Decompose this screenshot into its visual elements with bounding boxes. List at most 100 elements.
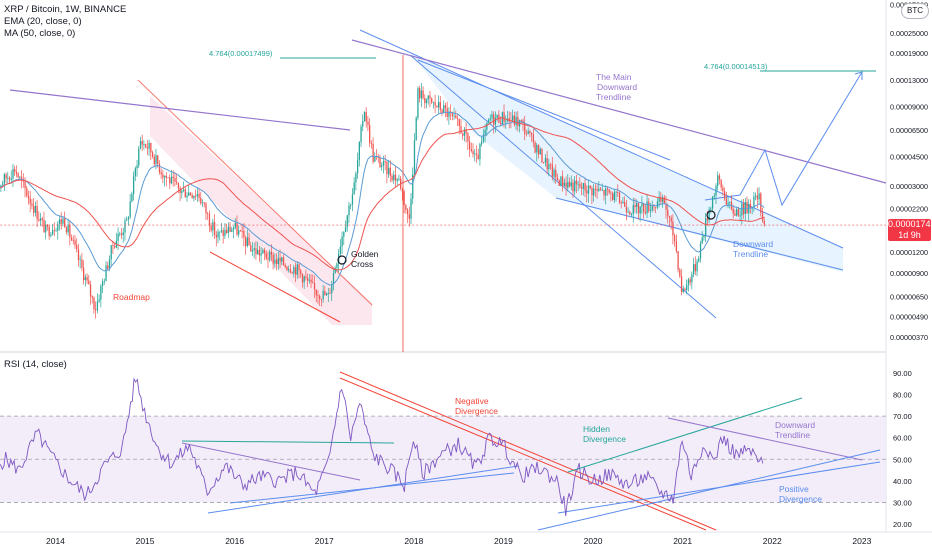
candle-body (701, 237, 703, 244)
candle-body (565, 182, 567, 188)
candle-body (455, 115, 457, 119)
price-tick-2: 0.00019000 (890, 49, 928, 58)
candle-body (739, 215, 741, 217)
candle-body (41, 218, 43, 220)
rsi-tick-0: 90.00 (893, 369, 912, 378)
candle-body (103, 280, 105, 282)
candle-body (536, 144, 538, 153)
candle-body (355, 173, 357, 183)
candle-body (527, 131, 529, 134)
candle-body (596, 188, 598, 191)
price-tick-7: 0.00003000 (890, 182, 928, 191)
candle-body (549, 164, 552, 166)
candle-body (165, 175, 168, 178)
price-tick-11: 0.00000900 (890, 269, 928, 278)
candle-body (83, 267, 85, 281)
candle-body (644, 212, 647, 214)
candle-body (279, 257, 281, 262)
candle-body (308, 279, 311, 281)
candle-body (274, 259, 276, 264)
candle-body (660, 197, 662, 202)
candle-body (463, 129, 466, 136)
candle-body (241, 230, 243, 232)
candle-body (2, 183, 4, 186)
candle-body (263, 249, 266, 254)
time-tick-4: 2018 (404, 536, 423, 546)
candle-body (114, 246, 116, 248)
rsi-line (0, 377, 764, 516)
candle-body (377, 156, 379, 158)
candle-body (286, 266, 288, 271)
candle-body (329, 292, 331, 294)
candle-body (462, 133, 464, 136)
candle-body (439, 102, 441, 110)
candle-body (24, 181, 26, 189)
candle-body (544, 158, 547, 163)
candle-body (632, 205, 634, 215)
candle-body (46, 224, 49, 227)
candle-body (294, 267, 297, 275)
ma-legend[interactable]: MA (50, close, 0) (4, 28, 76, 39)
candle-body (119, 233, 121, 235)
symbol-title[interactable]: XRP / Bitcoin, 1W, BINANCE (4, 4, 127, 15)
candle-body (653, 206, 655, 208)
candle-body (319, 295, 321, 300)
candle-body (282, 257, 285, 265)
golden-cross-marker (337, 255, 347, 265)
candle-body (341, 236, 343, 247)
candle-body (670, 217, 672, 222)
candle-body (499, 122, 502, 124)
candle-body (105, 265, 107, 281)
downward-label-0: Downward (733, 239, 773, 249)
main-trend-label-0: The Main (596, 72, 632, 82)
candle-body (422, 90, 424, 99)
roadmap-channel (150, 96, 372, 325)
candle-body (258, 249, 261, 256)
candle-body (444, 105, 447, 109)
candle-body (618, 192, 621, 203)
candle-body (718, 175, 721, 180)
bar-countdown: 1d 9h (898, 230, 921, 240)
candle-body (484, 129, 486, 135)
candle-body (398, 178, 400, 180)
candle-body (8, 177, 11, 180)
candle-body (29, 198, 31, 204)
candle-body (405, 205, 407, 210)
candle-body (351, 194, 354, 205)
candle-body (441, 109, 443, 113)
candle-body (381, 165, 383, 167)
candle-body (713, 195, 715, 197)
rsi-tick-2: 70.00 (893, 412, 912, 421)
candle-body (60, 219, 62, 224)
candle-body (96, 301, 99, 311)
candle-body (27, 195, 30, 199)
candle-body (420, 90, 423, 99)
ema-legend[interactable]: EMA (20, close, 0) (4, 16, 82, 27)
candle-body (531, 133, 533, 135)
candle-body (448, 111, 450, 117)
candle-body (272, 254, 274, 264)
candle-body (553, 169, 555, 177)
candle-body (508, 118, 510, 120)
candle-body (692, 264, 695, 275)
candle-body (260, 252, 262, 256)
price-tick-14: 0.00000370 (890, 333, 928, 342)
candle-body (170, 176, 173, 184)
candle-body (163, 175, 166, 178)
candle-body (332, 273, 335, 285)
candle-body (584, 183, 586, 191)
candle-body (65, 227, 68, 233)
candle-body (14, 168, 16, 172)
price-tick-12: 0.00000650 (890, 292, 928, 301)
candle-body (732, 208, 734, 214)
price-tick-3: 0.00013000 (890, 76, 928, 85)
candle-body (64, 218, 66, 228)
candle-body (408, 214, 410, 219)
rsi-legend[interactable]: RSI (14, close) (4, 359, 67, 370)
candle-body (293, 267, 295, 274)
currency-button[interactable]: BTC (901, 3, 929, 19)
candle-body (403, 191, 405, 206)
candle-body (158, 163, 161, 173)
